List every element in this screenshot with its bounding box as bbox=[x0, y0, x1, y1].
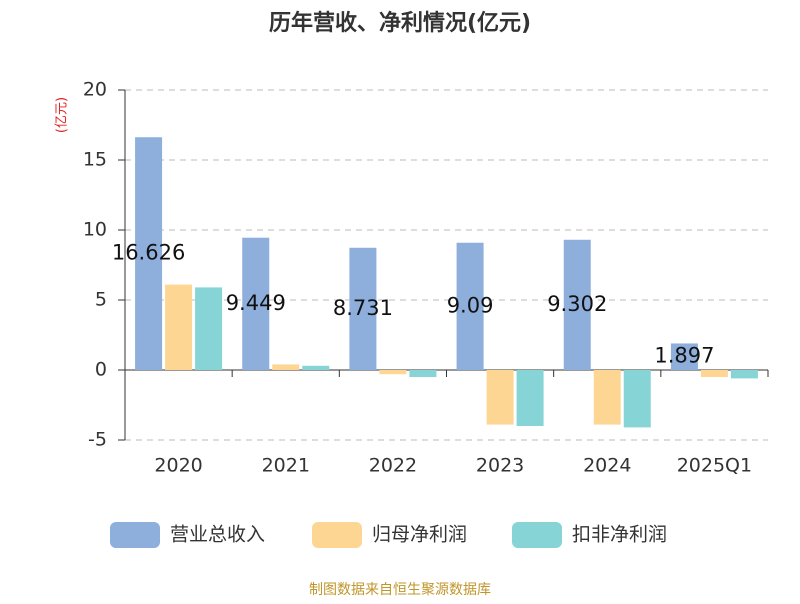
bar bbox=[730, 370, 758, 379]
bar bbox=[563, 239, 591, 370]
x-tick-label: 2021 bbox=[262, 455, 310, 477]
data-label: 9.449 bbox=[226, 291, 286, 315]
bar bbox=[593, 370, 621, 425]
chart-title: 历年营收、净利情况(亿元) bbox=[269, 10, 531, 36]
bar bbox=[623, 370, 651, 428]
bar bbox=[516, 370, 544, 426]
bar bbox=[195, 287, 223, 370]
bar bbox=[670, 343, 698, 370]
x-tick-label: 2025Q1 bbox=[677, 455, 752, 477]
y-tick-label: 15 bbox=[83, 149, 107, 171]
bar bbox=[700, 370, 728, 377]
x-tick-label: 2023 bbox=[476, 455, 524, 477]
data-label: 8.731 bbox=[333, 296, 393, 320]
legend-swatch bbox=[110, 522, 160, 548]
bar bbox=[379, 370, 407, 375]
x-tick-label: 2024 bbox=[583, 455, 631, 477]
data-label: 9.302 bbox=[547, 292, 607, 316]
legend-label: 归母净利润 bbox=[372, 524, 467, 546]
x-tick-label: 2020 bbox=[154, 455, 202, 477]
bar bbox=[165, 284, 193, 370]
legend-label: 扣非净利润 bbox=[572, 524, 667, 546]
y-tick-label: 0 bbox=[95, 359, 107, 381]
x-tick-label: 2022 bbox=[369, 455, 417, 477]
legend-swatch bbox=[512, 522, 562, 548]
data-label: 1.897 bbox=[654, 344, 714, 368]
bar bbox=[242, 237, 270, 370]
data-label: 9.09 bbox=[447, 293, 494, 317]
bar bbox=[409, 370, 437, 377]
legend-swatch bbox=[312, 522, 362, 548]
bar bbox=[486, 370, 514, 425]
y-tick-label: 5 bbox=[95, 289, 107, 311]
y-tick-label: 10 bbox=[83, 219, 107, 241]
bar bbox=[302, 365, 330, 370]
y-tick-label: 20 bbox=[83, 79, 107, 101]
source-note: 制图数据来自恒生聚源数据库 bbox=[309, 582, 491, 598]
y-axis-label: (亿元) bbox=[55, 97, 70, 133]
bar bbox=[135, 137, 163, 370]
legend-label: 营业总收入 bbox=[170, 524, 265, 546]
data-label: 16.626 bbox=[112, 241, 185, 265]
bar bbox=[456, 242, 484, 370]
bar bbox=[349, 247, 377, 370]
y-tick-label: -5 bbox=[88, 429, 107, 451]
bar bbox=[272, 364, 300, 370]
